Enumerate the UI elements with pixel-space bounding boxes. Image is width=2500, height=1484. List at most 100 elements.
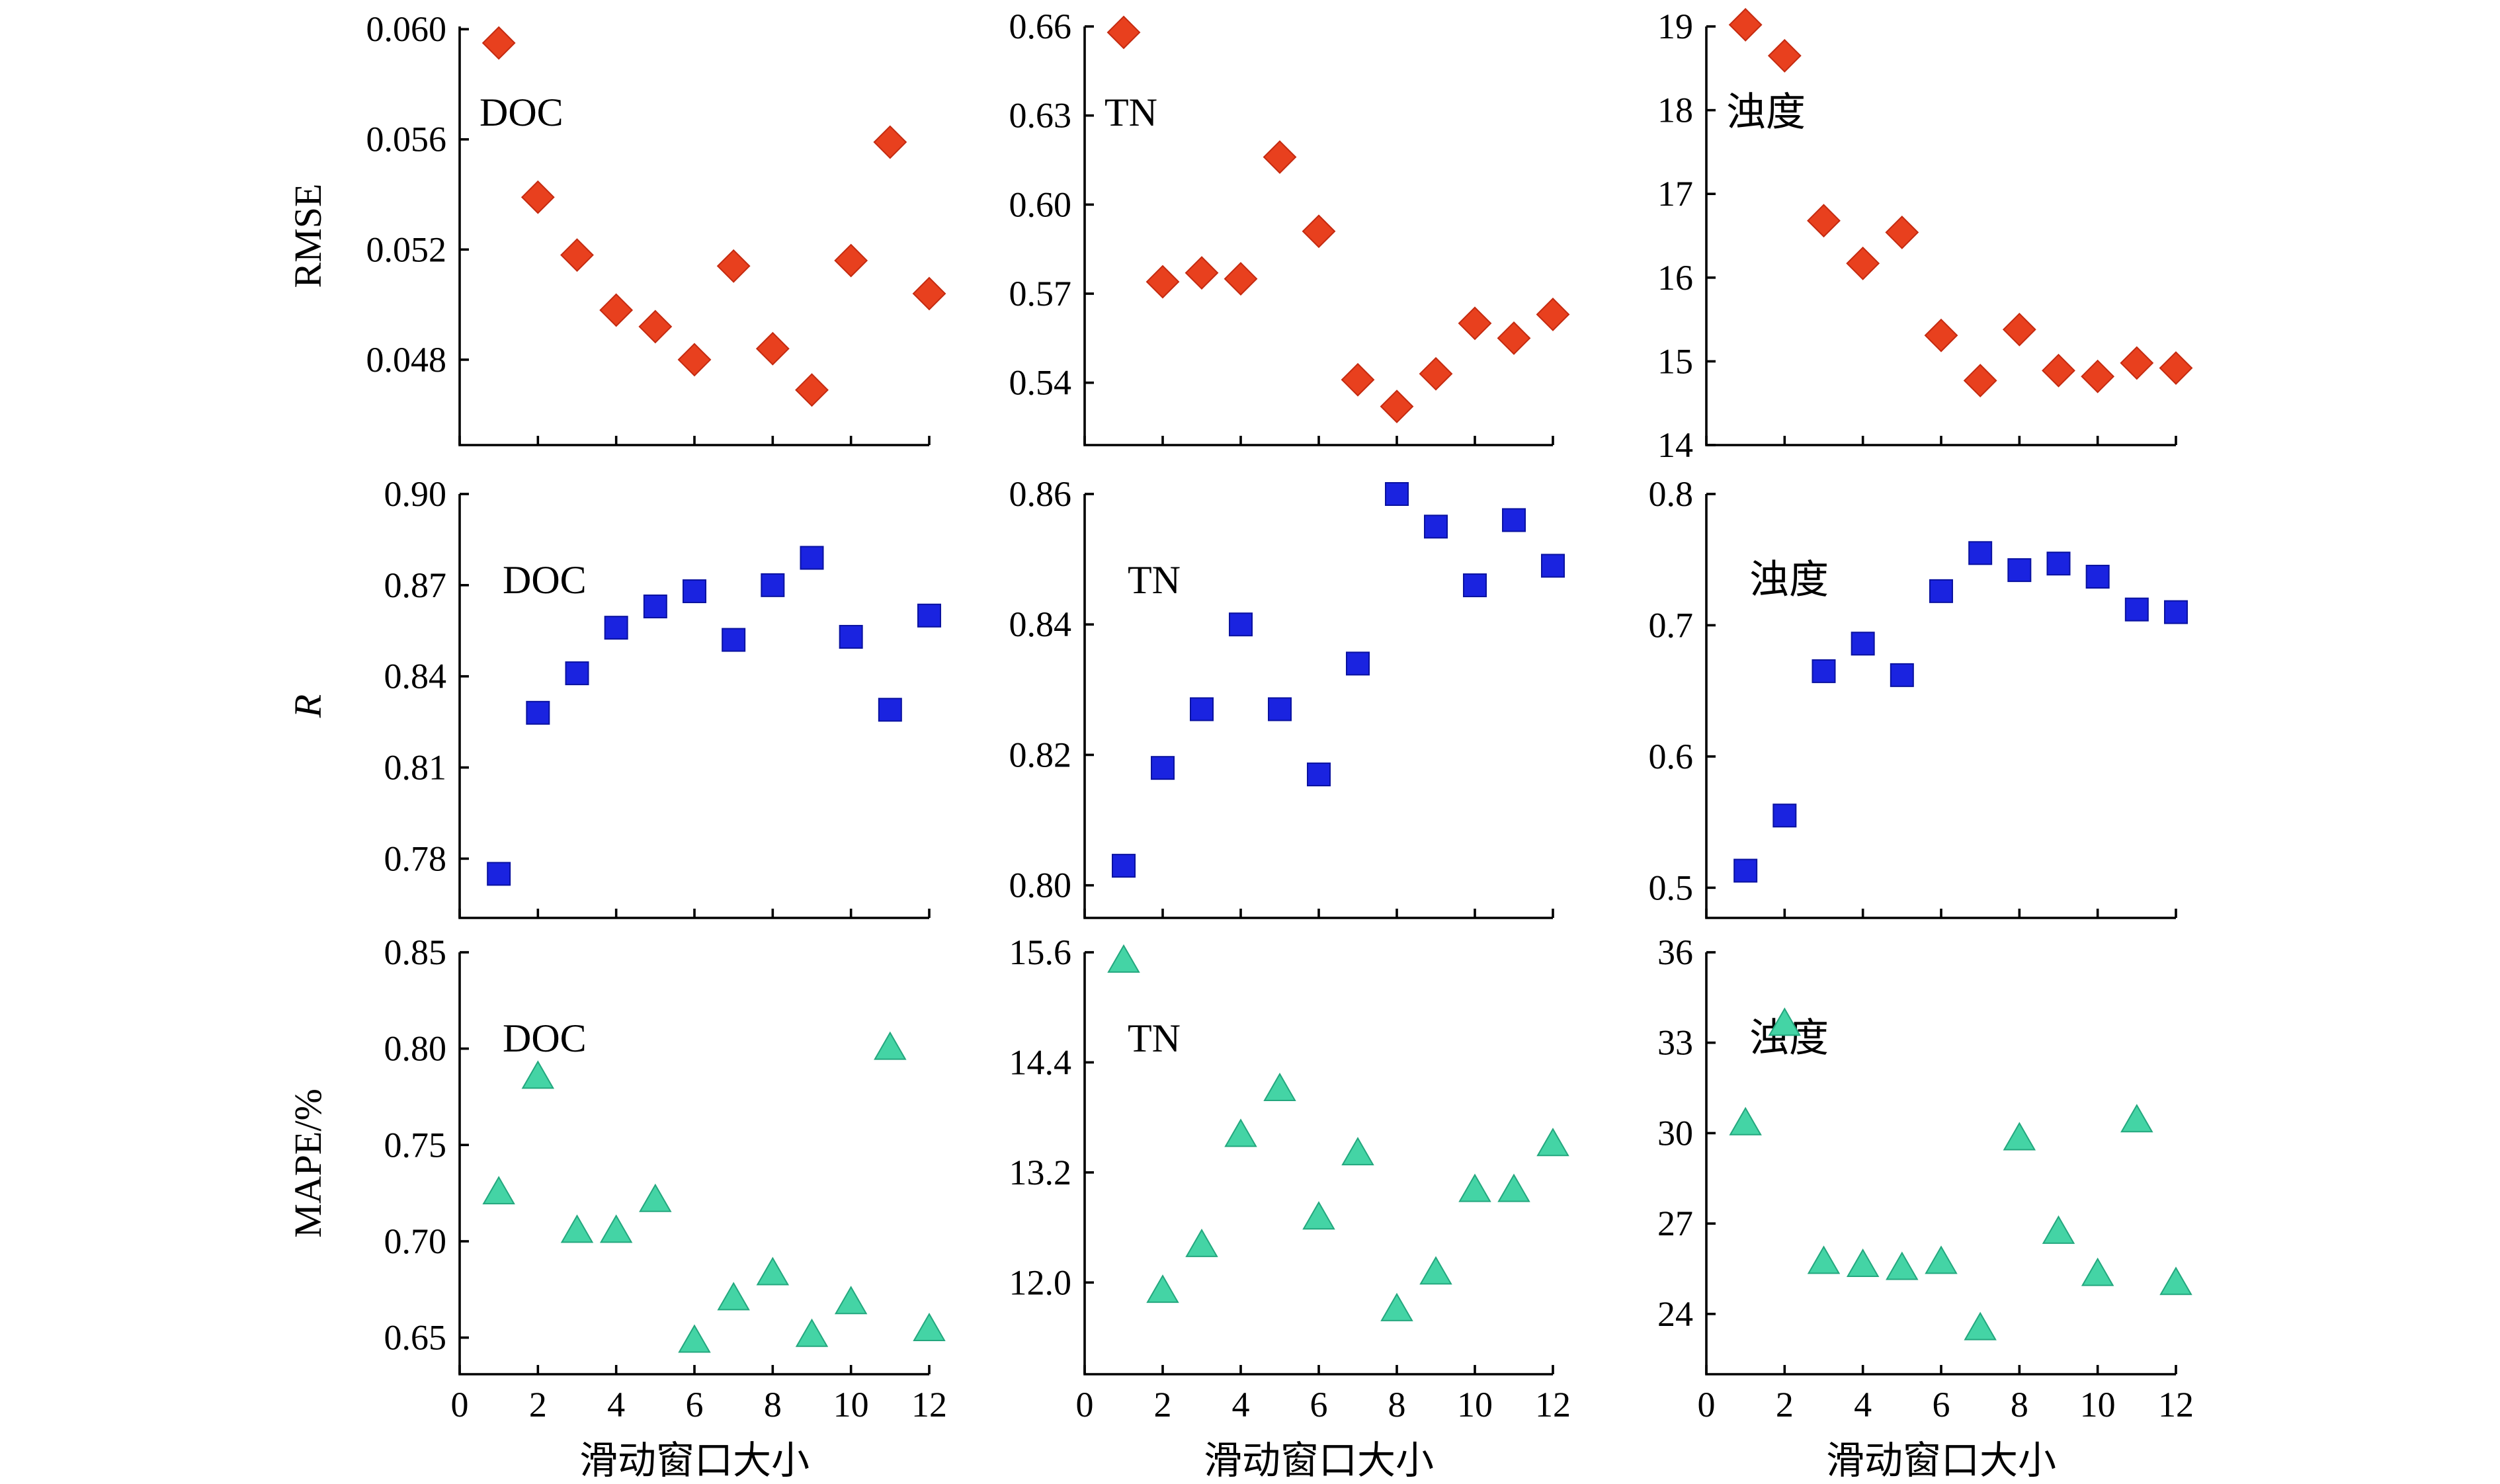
data-point-triangle [1185, 1228, 1218, 1257]
panel-mape-doc: 0.85 0.80 0.75 0.70 0.650 2 4 6 8 10 12 DOC MAPE/% 滑动… [286, 932, 947, 1482]
panel-label: DOC [503, 558, 587, 602]
data-point-triangle [834, 1286, 868, 1315]
data-point-triangle [2003, 1122, 2036, 1151]
data-point-square [1929, 579, 1953, 603]
data-point-diamond [521, 180, 555, 214]
panel-mape-tn: 15.6 14.4 13.2 12.0 0 2 4 6 8 10 12 TN 滑动窗口大小 [1009, 932, 1571, 1482]
data-point-triangle [1964, 1311, 1997, 1340]
data-point-diamond [1263, 140, 1297, 174]
x-tick-label: 10 [833, 1385, 869, 1424]
data-point-square [487, 862, 511, 886]
data-point-triangle [1886, 1251, 1919, 1280]
data-point-triangle [482, 1176, 515, 1205]
y-tick-label: 27 [1657, 1204, 1693, 1243]
y-tick-label: 0.81 [384, 748, 447, 788]
data-point-square [722, 628, 746, 652]
data-point-diamond [1302, 214, 1336, 249]
data-point-diamond [2120, 346, 2154, 380]
data-point-diamond [2042, 353, 2075, 388]
panel-r-turbidity: 0.8 0.7 0.6 0.5 浊度 [1649, 474, 2188, 919]
panel-rmse-turbidity: 19 18 17 16 15 14 浊度 [1657, 7, 2193, 465]
y-axis-title: R [286, 694, 329, 718]
y-tick-label: 0.65 [384, 1318, 447, 1358]
y-tick-label: 24 [1657, 1294, 1693, 1334]
y-tick-label: 19 [1657, 7, 1693, 46]
data-point-triangle [1146, 1274, 1179, 1303]
panel-label: DOC [503, 1016, 587, 1060]
data-point-triangle [1224, 1118, 1257, 1147]
x-tick-label: 8 [764, 1385, 782, 1424]
data-point-triangle [1302, 1201, 1335, 1230]
data-point-triangle [1768, 1007, 1802, 1036]
y-tick-label: 0.6 [1649, 737, 1694, 776]
x-tick-label: 2 [1154, 1385, 1172, 1424]
data-point-triangle [639, 1183, 672, 1212]
x-tick-label: 10 [1457, 1385, 1493, 1424]
data-point-square [1890, 663, 1914, 687]
data-point-diamond [2081, 359, 2115, 393]
panel-rmse-doc: 0.060 0.056 0.052 0.048 DOC RMSE [286, 9, 946, 446]
x-tick-label: 0 [451, 1385, 469, 1424]
y-tick-label: 0.80 [1009, 866, 1072, 905]
data-point-diamond [560, 238, 594, 272]
x-axis-title: 滑动窗口大小 [1826, 1439, 2056, 1482]
data-point-diamond [755, 331, 790, 366]
data-point-triangle [1263, 1073, 1296, 1102]
data-point-square [1502, 508, 1526, 532]
y-tick-label: 15 [1657, 341, 1693, 381]
data-point-diamond [1185, 256, 1219, 290]
data-point-square [2007, 558, 2032, 583]
data-point-diamond [1963, 364, 1997, 397]
data-point-diamond [1846, 246, 1880, 280]
x-tick-label: 4 [1232, 1385, 1250, 1424]
y-tick-label: 0.048 [366, 340, 447, 380]
data-point-square [761, 573, 785, 597]
data-point-diamond [1885, 216, 1919, 249]
data-point-square [604, 616, 628, 640]
data-point-diamond [795, 373, 829, 407]
data-point-triangle [2042, 1215, 2075, 1244]
data-point-diamond [481, 26, 516, 60]
data-point-triangle [560, 1214, 594, 1243]
y-tick-label: 0.84 [1009, 604, 1072, 644]
data-point-square [1190, 697, 1214, 721]
y-tick-label: 0.75 [384, 1125, 447, 1165]
data-point-square [2046, 552, 2071, 576]
data-point-triangle [599, 1214, 633, 1243]
x-tick-label: 2 [1776, 1385, 1794, 1424]
data-point-square [1229, 612, 1253, 637]
y-tick-label: 0.060 [366, 9, 447, 49]
data-point-triangle [1846, 1248, 1880, 1277]
x-axis-title: 滑动窗口大小 [579, 1439, 810, 1482]
y-tick-label: 0.60 [1009, 185, 1072, 224]
data-point-square [1463, 573, 1487, 598]
data-point-diamond [1419, 356, 1453, 391]
data-point-triangle [1380, 1292, 1413, 1321]
y-tick-label: 14 [1657, 425, 1693, 465]
data-point-square [1851, 632, 1875, 656]
data-point-square [1541, 554, 1565, 578]
data-point-diamond [638, 309, 673, 344]
data-point-diamond [1458, 306, 1492, 341]
data-point-square [2085, 565, 2110, 589]
y-tick-label: 0.87 [384, 565, 447, 605]
y-tick-label: 0.85 [384, 932, 447, 972]
x-tick-label: 12 [911, 1385, 947, 1424]
data-point-diamond [1728, 8, 1763, 42]
data-point-square [839, 624, 863, 649]
x-tick-label: 6 [686, 1385, 704, 1424]
data-point-diamond [1224, 262, 1258, 296]
data-point-square [2164, 600, 2188, 624]
data-point-square [800, 546, 824, 570]
data-point-diamond [1924, 318, 1958, 352]
data-point-diamond [677, 343, 712, 377]
data-point-triangle [678, 1324, 711, 1353]
x-tick-label: 6 [1933, 1385, 1950, 1424]
data-point-diamond [873, 125, 907, 159]
x-tick-label: 12 [1535, 1385, 1571, 1424]
data-point-diamond [599, 293, 634, 327]
data-point-diamond [2159, 351, 2193, 385]
y-tick-label: 0.8 [1649, 474, 1694, 514]
panel-r-doc: 0.90 0.87 0.84 0.81 0.78 DOC R [286, 474, 941, 919]
